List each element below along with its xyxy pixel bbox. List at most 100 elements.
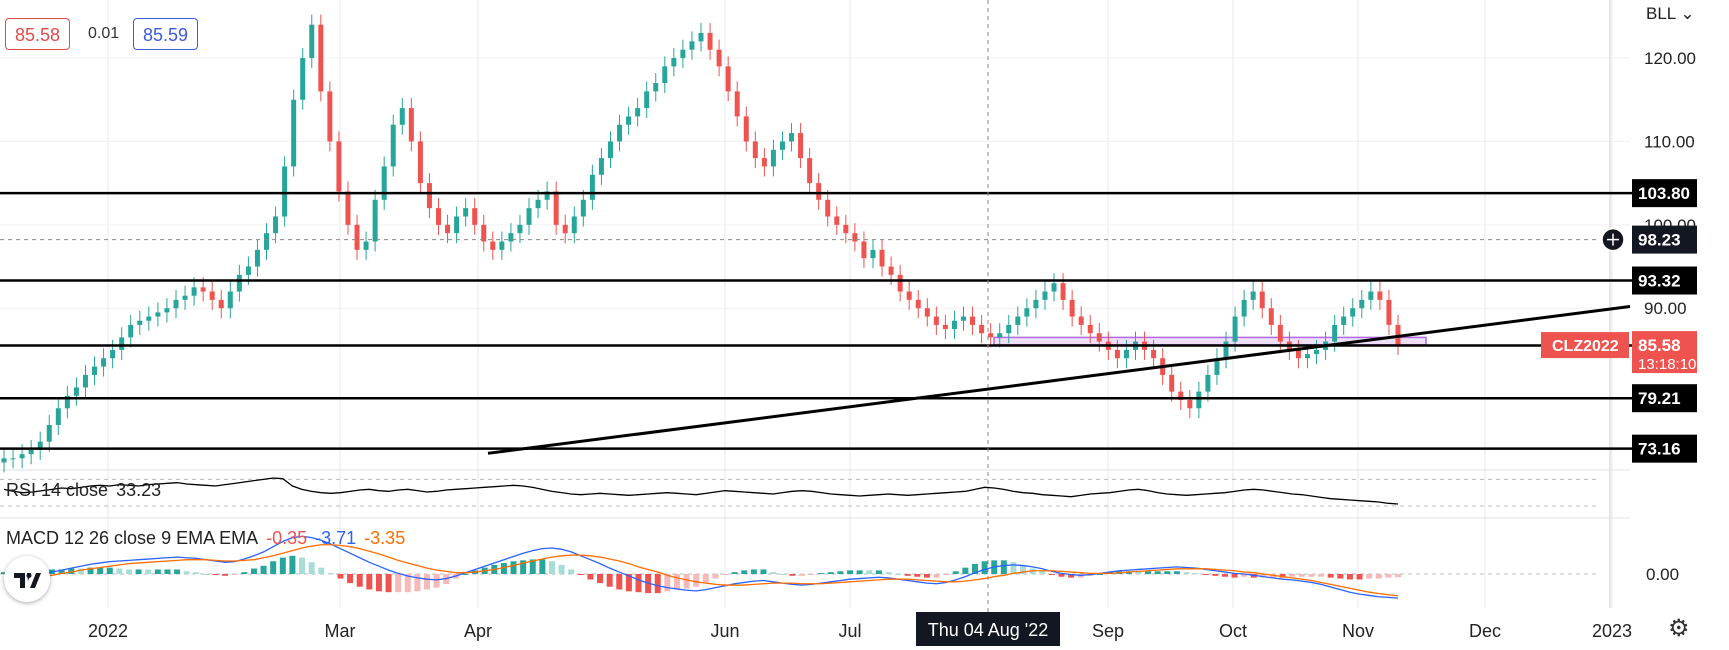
candle-body — [354, 224, 360, 250]
macd-histogram-bar — [1327, 574, 1334, 578]
macd-legend[interactable]: MACD 12 26 close 9 EMA EMA -0.35 -3.71 -3.3… — [6, 528, 413, 549]
macd-histogram-bar — [510, 561, 517, 574]
last-price-text: 85.58 — [1638, 336, 1681, 355]
candle-body — [752, 141, 758, 159]
macd-zero-label: 0.00 — [1646, 565, 1679, 584]
macd-histogram-bar — [1202, 574, 1209, 575]
price-axis[interactable]: 120.00110.00100.0090.00103.8093.3285.537… — [1541, 49, 1697, 584]
macd-histogram-bar — [1039, 571, 1046, 574]
price-tick-label: 90.00 — [1644, 299, 1687, 318]
macd-histogram-bar — [731, 572, 738, 574]
macd-histogram-bar — [635, 574, 642, 593]
macd-histogram-bar — [375, 574, 382, 592]
bid-price[interactable]: 85.58 — [5, 18, 71, 50]
rsi-legend[interactable]: RSI 14 close 33.23 — [6, 480, 169, 501]
candle-body — [598, 158, 604, 175]
macd-histogram-bar — [847, 570, 854, 574]
candle-body — [879, 249, 885, 267]
candle-body — [381, 166, 387, 200]
macd-histogram-bar — [875, 570, 882, 574]
macd-histogram-bar — [558, 564, 565, 574]
macd-histogram-bar — [1231, 574, 1238, 578]
candle-body — [1277, 324, 1283, 342]
price-tick-label: 120.00 — [1644, 49, 1696, 68]
macd-line-value: -3.71 — [315, 528, 357, 548]
macd-histogram-bar — [1221, 574, 1228, 577]
time-axis[interactable]: 2022 Mar Apr Jun Jul Sep Oct Nov Dec 2023 Thu 04 A… — [88, 612, 1632, 646]
candle-body — [951, 320, 957, 330]
candle-body — [336, 141, 342, 192]
candle-body — [553, 191, 559, 225]
candle-body — [435, 208, 441, 225]
candle-body — [254, 249, 260, 267]
ask-price[interactable]: 85.59 — [133, 18, 199, 50]
candles — [1, 14, 1401, 473]
last-price-box — [1632, 331, 1697, 374]
macd-histogram-bar — [529, 559, 536, 574]
candle-body — [816, 183, 822, 200]
time-tick-label: Nov — [1342, 621, 1374, 641]
macd-histogram-bar — [664, 574, 671, 592]
axis-menu-label: BLL — [1646, 4, 1676, 23]
macd-signal-line — [3, 544, 1399, 597]
macd-histogram-bar — [1096, 574, 1103, 575]
candle-body — [942, 324, 948, 330]
macd-histogram-bar — [539, 559, 546, 574]
macd-histogram-bar — [904, 574, 911, 576]
candle-body — [1341, 316, 1347, 325]
candle-body — [137, 320, 143, 325]
candle-body — [499, 241, 505, 250]
candle-body — [1196, 391, 1202, 409]
macd-histogram-bar — [962, 567, 969, 574]
macd-histogram-bar — [625, 574, 632, 592]
candle-body — [580, 199, 586, 217]
candle-body — [1042, 291, 1048, 300]
tradingview-logo[interactable] — [4, 556, 50, 602]
crosshair-price-box — [1632, 225, 1697, 254]
candle-body — [300, 58, 306, 100]
candle-body — [1386, 299, 1392, 325]
macd-histogram-bar — [587, 574, 594, 580]
macd-histogram-bar — [58, 569, 65, 574]
candle-body — [318, 24, 324, 92]
candle-body — [825, 199, 831, 217]
candle-body — [1332, 324, 1338, 342]
candle-body — [164, 308, 170, 313]
candle-body — [698, 33, 704, 42]
macd-histogram-bar — [77, 568, 84, 574]
macd-histogram-bar — [1020, 564, 1027, 574]
macd-histogram-bar — [250, 568, 257, 574]
time-tick-label: Sep — [1092, 621, 1124, 641]
candle-body — [463, 208, 469, 217]
candle-body — [1078, 316, 1084, 325]
macd-histogram-bar — [299, 557, 306, 574]
macd-histogram-bar — [337, 574, 344, 579]
candle-body — [1006, 324, 1012, 334]
candle-body — [843, 224, 849, 234]
candle-body — [46, 424, 52, 442]
axis-menu[interactable]: BLL ⌄ — [1646, 4, 1695, 24]
macd-histogram-bar — [174, 569, 181, 574]
candle-body — [209, 291, 215, 300]
macd-histogram-bar — [500, 563, 507, 574]
trendline[interactable] — [487, 305, 1631, 455]
candle-body — [906, 291, 912, 300]
macd-histogram-bar — [923, 574, 930, 578]
candle-body — [372, 199, 378, 242]
macd-histogram-bar — [606, 574, 613, 587]
macd-histogram-bar — [424, 574, 431, 590]
macd-histogram-bar — [1145, 571, 1152, 574]
candle-body — [37, 441, 43, 450]
candle-body — [1368, 291, 1374, 300]
candle-body — [155, 312, 161, 317]
candle-body — [245, 266, 251, 275]
macd-histogram-bar — [385, 574, 392, 593]
candle-body — [834, 216, 840, 225]
macd-histogram-bar — [683, 574, 690, 589]
candle-body — [589, 174, 595, 200]
macd-pane — [0, 535, 1600, 599]
macd-histogram-bar — [1048, 574, 1055, 575]
settings-gear-icon[interactable]: ⚙ — [1668, 615, 1690, 642]
candle-body — [309, 24, 315, 59]
